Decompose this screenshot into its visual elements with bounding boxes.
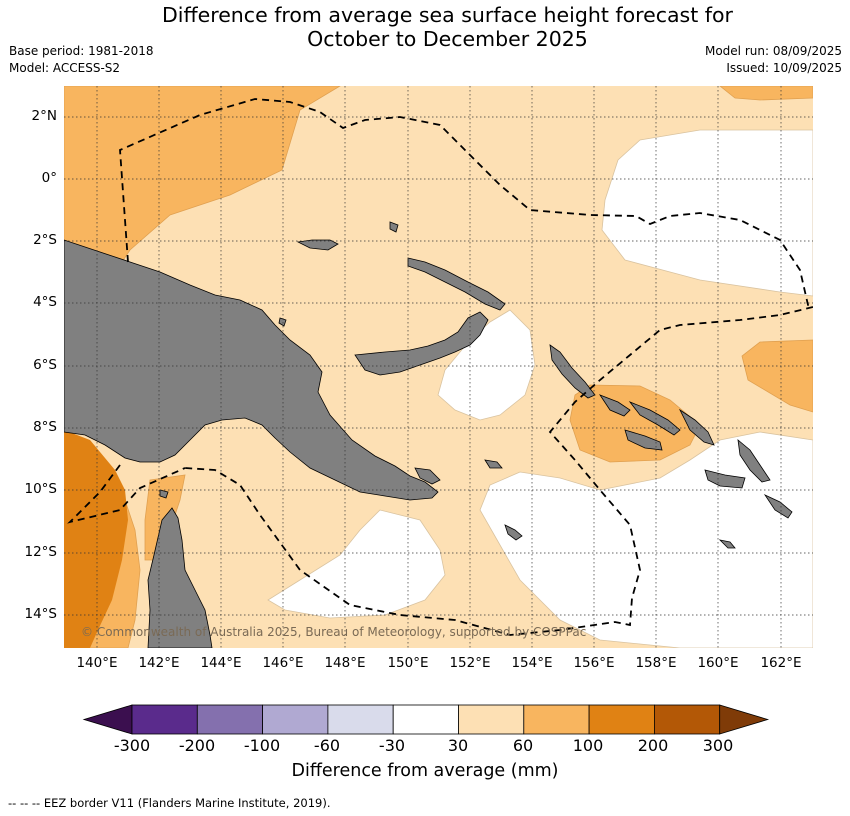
- sea-band-60-100-east: [741, 339, 813, 413]
- lon-label-142e: 142°E: [138, 655, 180, 671]
- lon-label-158e: 158°E: [635, 655, 677, 671]
- land-bougainville: [549, 344, 596, 399]
- lon-label-150e: 150°E: [387, 655, 429, 671]
- model-name: Model: ACCESS-S2: [9, 61, 121, 75]
- lat-label-2n: 2°N: [31, 108, 57, 124]
- map-area: [64, 86, 813, 648]
- lat-label-4s: 4°S: [33, 294, 57, 310]
- lon-label-160e: 160°E: [697, 655, 739, 671]
- colorbar-tick-label: 60: [512, 736, 534, 755]
- colorbar-tick-label: -200: [178, 736, 216, 755]
- colorbar: [82, 704, 770, 735]
- colorbar-tick-label: -300: [113, 736, 151, 755]
- lon-label-154e: 154°E: [511, 655, 553, 671]
- colorbar-label: Difference from average (mm): [291, 761, 559, 781]
- colorbar-tick-label: -100: [243, 736, 281, 755]
- land-vanuatu-south: [763, 494, 793, 519]
- chart-title: Difference from average sea surface heig…: [0, 3, 850, 51]
- model-run: Model run: 08/09/2025: [704, 44, 842, 58]
- land-new-britain: [354, 311, 489, 376]
- sea-neutral-southwest: [267, 509, 446, 619]
- meta-left: Base period: 1981-2018 Model: ACCESS-S2: [9, 43, 154, 77]
- eez-border: [67, 98, 813, 636]
- land-small-island-1: [389, 221, 399, 233]
- colorbar-tick-label: 200: [637, 736, 669, 755]
- colorbar-swatch: [588, 704, 655, 735]
- land-vanuatu-central: [737, 439, 771, 483]
- colorbar-tick-label: -60: [313, 736, 341, 755]
- land-rossel: [504, 524, 523, 541]
- land-new-guinea: [64, 239, 439, 501]
- colorbar-swatch: [523, 704, 590, 735]
- issued-date: Issued: 10/09/2025: [726, 61, 842, 75]
- land-vanuatu-north: [704, 469, 746, 489]
- lon-label-148e: 148°E: [324, 655, 366, 671]
- sea-band-60-100-solomons: [569, 384, 701, 463]
- lat-label-6s: 6°S: [33, 357, 57, 373]
- base-period: Base period: 1981-2018: [9, 44, 154, 58]
- sea-band-100-200-gulf: [64, 430, 128, 648]
- colorbar-swatch: [654, 704, 721, 735]
- eez-legend-note: -- -- -- EEZ border V11 (Flanders Marine…: [8, 796, 331, 810]
- lat-label-14s: 14°S: [24, 606, 58, 622]
- land-choiseul: [598, 394, 631, 417]
- colorbar-swatch: [458, 704, 525, 735]
- sea-neutral-northeast: [601, 129, 813, 297]
- lon-label-156e: 156°E: [573, 655, 615, 671]
- lon-label-140e: 140°E: [76, 655, 118, 671]
- land-woodlark: [484, 459, 503, 469]
- lat-label-0: 0°: [41, 170, 57, 186]
- colorbar-tick-label: -30: [378, 736, 406, 755]
- colorbar-swatch: [262, 704, 329, 735]
- colorbar-extend-high: [719, 704, 770, 735]
- lat-label-8s: 8°S: [33, 419, 57, 435]
- land-cape-york: [147, 507, 213, 648]
- colorbar-tick-label: 100: [572, 736, 604, 755]
- land-santa-isabel: [628, 401, 681, 436]
- land-australia-east-islet: [718, 539, 736, 549]
- lon-label-162e: 162°E: [760, 655, 802, 671]
- colorbar-tick-label: 30: [447, 736, 469, 755]
- land-fergusson: [414, 467, 441, 485]
- graticule: [64, 86, 813, 648]
- title-line-1: Difference from average sea surface heig…: [162, 3, 733, 27]
- land-malaita: [678, 408, 715, 446]
- colorbar-swatch: [131, 704, 198, 735]
- colorbar-swatch: [196, 704, 264, 735]
- lat-label-12s: 12°S: [24, 544, 58, 560]
- lon-label-146e: 146°E: [262, 655, 304, 671]
- colorbar-swatch: [392, 704, 459, 735]
- lat-label-10s: 10°S: [24, 481, 58, 497]
- colorbar-tick-label: 300: [702, 736, 734, 755]
- colorbar-swatch: [327, 704, 394, 735]
- land-small-island-2: [278, 317, 287, 327]
- sea-band-60-100-north: [719, 86, 813, 101]
- land-guadalcanal: [624, 429, 663, 451]
- land-manus: [296, 239, 339, 251]
- title-line-2: October to December 2025: [307, 27, 588, 51]
- meta-right: Model run: 08/09/2025 Issued: 10/09/2025: [705, 43, 842, 77]
- land-new-ireland: [407, 257, 506, 311]
- lat-label-2s: 2°S: [33, 232, 57, 248]
- colorbar-extend-low: [82, 704, 133, 735]
- lon-label-144e: 144°E: [200, 655, 242, 671]
- lon-label-152e: 152°E: [449, 655, 491, 671]
- copyright-notice: © Commonwealth of Australia 2025, Bureau…: [81, 625, 587, 639]
- land-torres-islands: [159, 489, 169, 499]
